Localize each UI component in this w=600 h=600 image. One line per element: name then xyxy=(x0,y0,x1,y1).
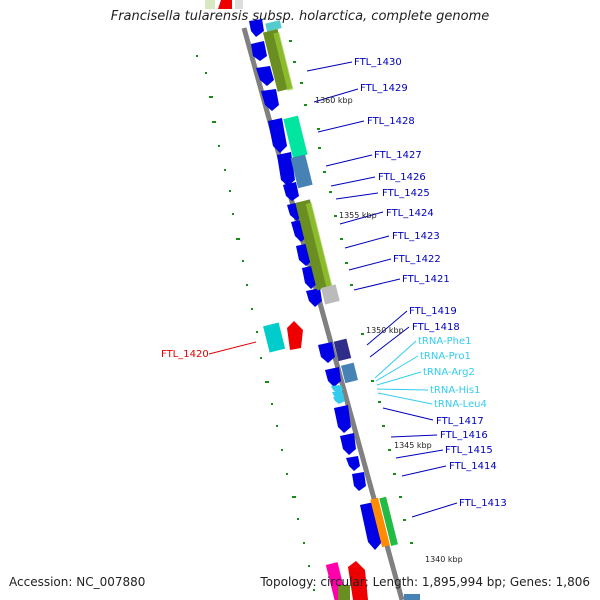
feature-navy-ftl1419 xyxy=(333,338,352,362)
gene-label-ftl1419[interactable]: FTL_1419 xyxy=(409,306,457,317)
bottom-feature-olive xyxy=(338,585,350,600)
gene-label-ftl1428[interactable]: FTL_1428 xyxy=(367,116,415,127)
trna-leader-lines xyxy=(374,340,433,405)
gene-label-ftl1429[interactable]: FTL_1429 xyxy=(360,83,408,94)
feature-olive-ftl1430c xyxy=(273,32,294,91)
feature-lightgray-ftl1421 xyxy=(321,284,340,305)
top-feature-lightgray xyxy=(235,0,243,9)
feature-olive-block-light xyxy=(305,202,333,290)
gene-label-trna-pro1[interactable]: tRNA-Pro1 xyxy=(420,351,471,362)
gene-label-ftl1416[interactable]: FTL_1416 xyxy=(440,430,488,441)
tick-label-1340: 1340 kbp xyxy=(425,555,463,564)
tick-label-1345: 1345 kbp xyxy=(394,441,432,450)
map-title: Francisella tularensis subsp. holarctica… xyxy=(110,9,490,24)
top-feature-lightgreen xyxy=(205,0,215,9)
gene-label-ftl1426[interactable]: FTL_1426 xyxy=(378,172,426,183)
cds-leader-lines xyxy=(306,61,458,518)
inner-strand-cds xyxy=(249,19,382,550)
top-feature-red xyxy=(218,0,232,9)
feature-green-ftl1413 xyxy=(379,496,398,546)
gene-label-trna-his1[interactable]: tRNA-His1 xyxy=(430,385,480,396)
inner-tick-marks xyxy=(289,40,413,544)
feature-olive-ftl1430 xyxy=(265,20,282,32)
gene-label-ftl1430[interactable]: FTL_1430 xyxy=(354,57,402,68)
ftl1420-leader-line xyxy=(208,341,257,355)
feature-red-ftl1420 xyxy=(287,321,303,350)
gene-label-ftl1423[interactable]: FTL_1423 xyxy=(392,231,440,242)
gene-label-ftl1427[interactable]: FTL_1427 xyxy=(374,150,422,161)
gene-label-ftl1414[interactable]: FTL_1414 xyxy=(449,461,497,472)
gene-label-ftl1413[interactable]: FTL_1413 xyxy=(459,498,507,509)
gene-label-ftl1424[interactable]: FTL_1424 xyxy=(386,208,434,219)
tick-label-1350: 1350 kbp xyxy=(366,326,404,335)
gene-label-ftl1421[interactable]: FTL_1421 xyxy=(402,274,450,285)
gene-label-ftl1418[interactable]: FTL_1418 xyxy=(412,322,460,333)
outer-dotted-ruler xyxy=(196,55,315,591)
feature-steelblue-trna xyxy=(341,362,358,384)
trna-cluster xyxy=(331,385,345,404)
gene-label-ftl1422[interactable]: FTL_1422 xyxy=(393,254,441,265)
gene-label-ftl1417[interactable]: FTL_1417 xyxy=(436,416,484,427)
tick-label-1360: 1360 kbp xyxy=(315,96,353,105)
gene-label-trna-arg2[interactable]: tRNA-Arg2 xyxy=(423,367,475,378)
genome-summary-text: Topology: circular; Length: 1,895,994 bp… xyxy=(260,575,590,589)
accession-text: Accession: NC_007880 xyxy=(9,575,146,589)
feature-steelblue-ftl1427 xyxy=(290,154,313,189)
gene-label-ftl1420[interactable]: FTL_1420 xyxy=(161,349,209,360)
gene-label-ftl1415[interactable]: FTL_1415 xyxy=(445,445,493,456)
gene-label-trna-leu4[interactable]: tRNA-Leu4 xyxy=(434,399,487,410)
gene-label-trna-phe1[interactable]: tRNA-Phe1 xyxy=(418,336,471,347)
feature-cyan-ftl1420 xyxy=(263,322,286,353)
tick-label-1355: 1355 kbp xyxy=(339,211,377,220)
feature-aqua-ftl1428 xyxy=(283,115,308,159)
gene-label-ftl1425[interactable]: FTL_1425 xyxy=(382,188,430,199)
feature-orange-ftl1413 xyxy=(370,497,390,548)
bottom-feature-steelblue xyxy=(404,594,420,600)
bottom-feature-red xyxy=(348,561,368,600)
